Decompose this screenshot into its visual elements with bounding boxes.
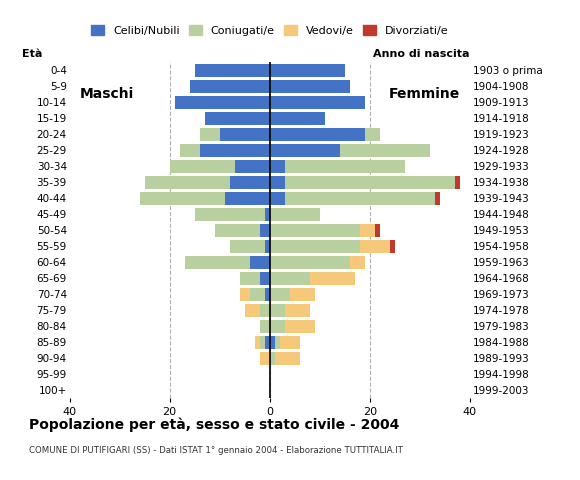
Bar (195, 208, 264, 221)
Bar (270, 208, 320, 221)
Bar (250, 288, 264, 301)
Bar (270, 256, 350, 269)
Bar (260, 304, 270, 317)
Bar (360, 240, 390, 253)
Text: Età: Età (21, 49, 42, 59)
Text: Maschi: Maschi (79, 87, 134, 101)
Bar (170, 160, 235, 173)
Bar (260, 272, 270, 285)
Text: Anno di nascita: Anno di nascita (374, 49, 470, 59)
Bar (270, 128, 365, 141)
Bar (285, 176, 455, 189)
Bar (184, 256, 250, 269)
Bar (224, 192, 270, 205)
Bar (245, 304, 260, 317)
Bar (270, 304, 285, 317)
Bar (270, 320, 285, 333)
Bar (350, 256, 365, 269)
Bar (270, 80, 350, 93)
Bar (260, 336, 264, 349)
Bar (365, 128, 380, 141)
Bar (270, 224, 360, 237)
Bar (235, 160, 270, 173)
Bar (290, 288, 315, 301)
Bar (195, 64, 270, 77)
Bar (285, 192, 435, 205)
Bar (270, 64, 345, 77)
Bar (270, 176, 285, 189)
Bar (270, 144, 340, 157)
Text: Popolazione per età, sesso e stato civile - 2004: Popolazione per età, sesso e stato civil… (29, 418, 400, 432)
Bar (180, 144, 200, 157)
Text: COMUNE DI PUTIFIGARI (SS) - Dati ISTAT 1° gennaio 2004 - Elaborazione TUTTITALIA: COMUNE DI PUTIFIGARI (SS) - Dati ISTAT 1… (29, 446, 403, 456)
Bar (375, 224, 380, 237)
Bar (260, 352, 270, 365)
Bar (390, 240, 395, 253)
Bar (215, 224, 260, 237)
Bar (250, 256, 270, 269)
Bar (285, 160, 405, 173)
Bar (280, 336, 300, 349)
Legend: Celibi/Nubili, Coniugati/e, Vedovi/e, Divorziati/e: Celibi/Nubili, Coniugati/e, Vedovi/e, Di… (86, 21, 453, 40)
Bar (360, 224, 375, 237)
Bar (270, 192, 285, 205)
Bar (190, 80, 270, 93)
Bar (270, 96, 365, 109)
Bar (200, 144, 270, 157)
Bar (144, 176, 230, 189)
Bar (270, 336, 275, 349)
Bar (240, 288, 250, 301)
Bar (264, 208, 270, 221)
Bar (285, 304, 310, 317)
Bar (285, 320, 315, 333)
Text: Femmine: Femmine (389, 87, 460, 101)
Bar (455, 176, 460, 189)
Bar (205, 112, 270, 125)
Bar (220, 128, 270, 141)
Bar (270, 160, 285, 173)
Bar (200, 128, 220, 141)
Bar (270, 352, 275, 365)
Bar (260, 224, 270, 237)
Bar (270, 288, 290, 301)
Bar (175, 96, 270, 109)
Bar (264, 288, 270, 301)
Bar (255, 336, 260, 349)
Bar (275, 336, 280, 349)
Bar (435, 192, 440, 205)
Bar (140, 192, 224, 205)
Bar (230, 176, 270, 189)
Bar (310, 272, 355, 285)
Bar (340, 144, 430, 157)
Bar (264, 336, 270, 349)
Bar (260, 320, 270, 333)
Bar (264, 240, 270, 253)
Bar (270, 240, 360, 253)
Bar (270, 272, 310, 285)
Bar (275, 352, 300, 365)
Bar (230, 240, 264, 253)
Bar (270, 112, 325, 125)
Bar (240, 272, 260, 285)
